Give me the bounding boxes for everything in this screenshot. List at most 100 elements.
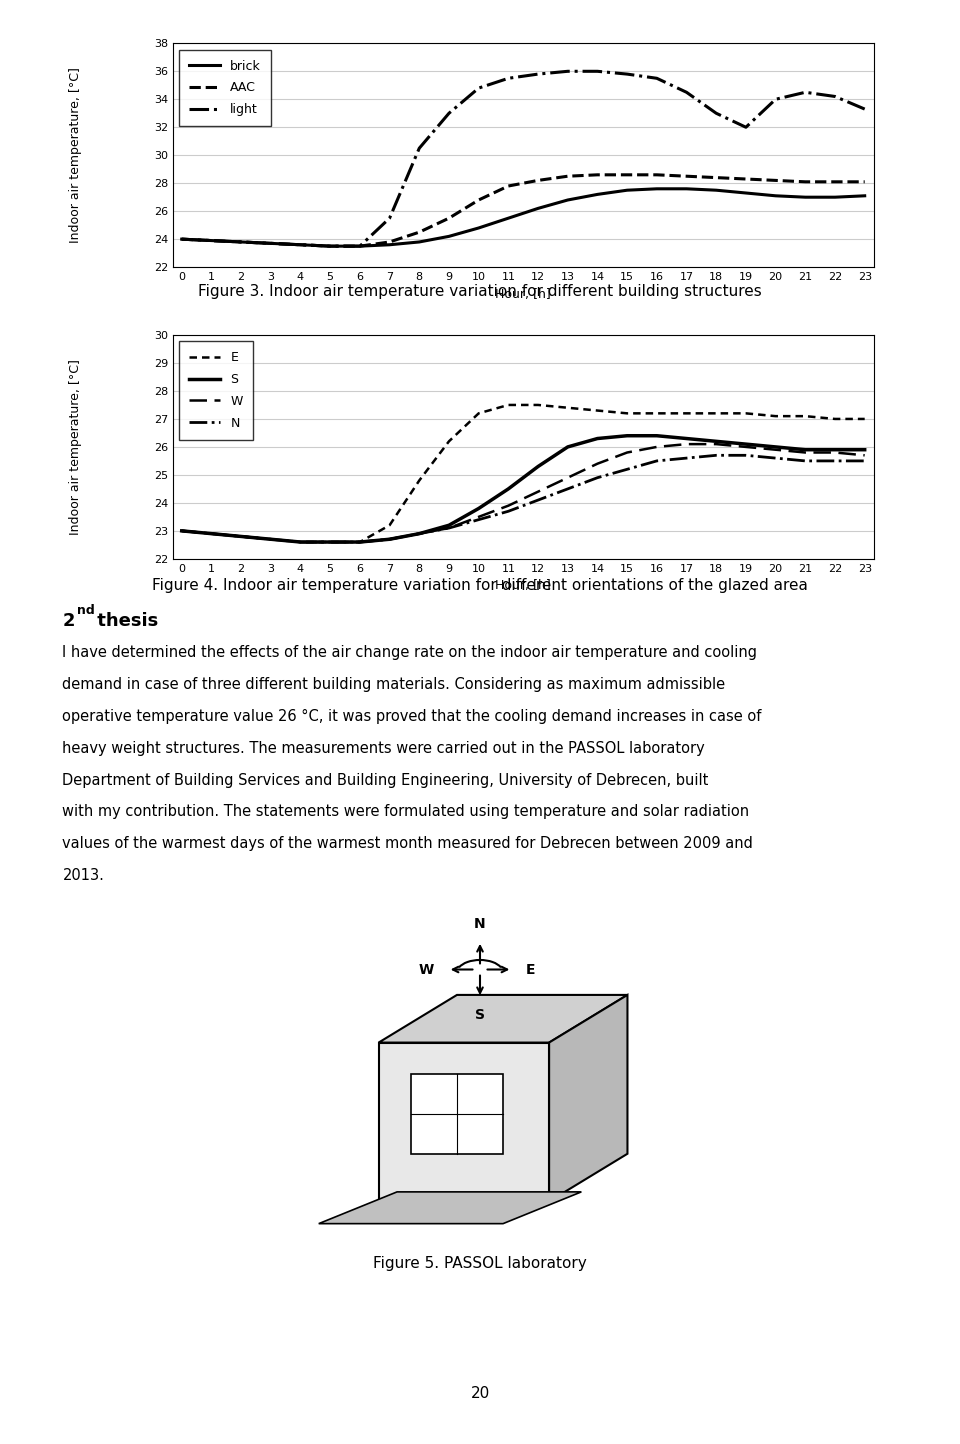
brick [384,235,396,254]
W [235,529,247,546]
AAC [324,237,336,254]
N [770,449,781,466]
Text: with my contribution. The statements were formulated using temperature and solar: with my contribution. The statements wer… [62,804,750,819]
E [414,472,425,490]
N [324,533,336,550]
W [829,443,841,461]
light [829,88,841,105]
E [770,407,781,425]
E [800,407,811,425]
S [384,530,396,547]
N [354,533,366,550]
S [710,433,722,451]
E [621,404,633,422]
AAC [591,166,603,183]
N [591,469,603,487]
light [681,84,692,101]
AAC [829,173,841,191]
light [265,235,276,253]
N [473,511,485,529]
AAC [651,166,662,183]
AAC [265,235,276,253]
S [414,526,425,543]
N [444,520,455,537]
Polygon shape [319,1191,582,1223]
W [503,497,515,514]
N [205,526,217,543]
N [295,533,306,550]
brick [265,235,276,253]
light [473,79,485,97]
S [681,430,692,448]
brick [651,180,662,198]
AAC [621,166,633,183]
Text: nd: nd [77,604,94,617]
brick [235,234,247,251]
Line: light: light [181,71,865,245]
Line: W: W [181,445,865,542]
light [770,91,781,108]
W [710,436,722,453]
brick [740,185,752,202]
light [235,234,247,251]
S [800,440,811,458]
S [176,523,187,540]
AAC [205,232,217,250]
AAC [532,172,543,189]
W [473,508,485,526]
W [651,439,662,456]
N [532,491,543,508]
W [770,440,781,458]
light [176,231,187,248]
Legend: E, S, W, N: E, S, W, N [180,341,252,439]
E [295,533,306,550]
Text: I have determined the effects of the air change rate on the indoor air temperatu: I have determined the effects of the air… [62,645,757,660]
Text: 2013.: 2013. [62,868,105,882]
N [503,503,515,520]
N [235,529,247,546]
brick [295,235,306,254]
N [681,449,692,466]
E [740,404,752,422]
N [740,446,752,464]
AAC [770,172,781,189]
W [562,469,573,487]
S [740,436,752,453]
AAC [710,169,722,186]
S [295,533,306,550]
AAC [562,168,573,185]
W [681,436,692,453]
brick [176,231,187,248]
brick [205,232,217,250]
light [710,104,722,121]
S [235,529,247,546]
Polygon shape [378,1043,549,1201]
N [176,523,187,540]
N [265,530,276,547]
W [740,439,752,456]
Y-axis label: Indoor air temperature, [°C]: Indoor air temperature, [°C] [69,360,82,534]
light [384,209,396,227]
Polygon shape [378,995,628,1043]
brick [591,186,603,204]
brick [414,234,425,251]
light [354,237,366,254]
Text: Figure 4. Indoor air temperature variation for different orientations of the gla: Figure 4. Indoor air temperature variati… [152,578,808,592]
E [591,401,603,419]
W [621,443,633,461]
N [621,461,633,478]
AAC [414,224,425,241]
brick [532,199,543,217]
S [621,427,633,445]
W [859,446,871,464]
W [205,526,217,543]
AAC [295,235,306,254]
Text: W: W [419,963,434,976]
S [859,440,871,458]
W [354,533,366,550]
AAC [740,170,752,188]
E [473,404,485,422]
S [770,439,781,456]
E [829,410,841,427]
W [384,530,396,547]
